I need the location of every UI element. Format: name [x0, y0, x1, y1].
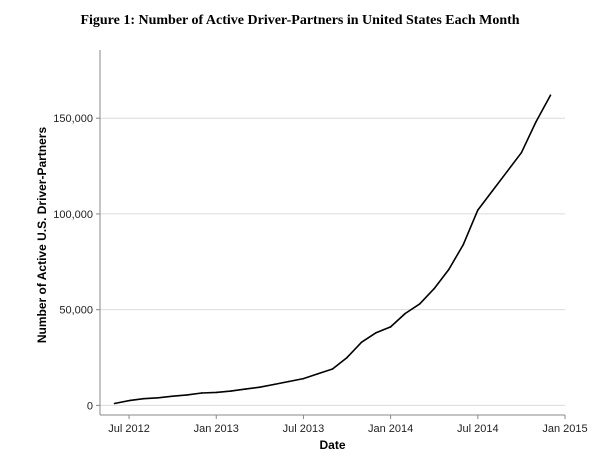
data-point	[521, 152, 523, 154]
x-tick-label: Jul 2012	[108, 423, 150, 435]
data-point	[186, 394, 188, 396]
y-tick-label: 100,000	[53, 209, 93, 221]
data-point	[332, 368, 334, 370]
data-point	[128, 400, 130, 402]
data-point	[201, 392, 203, 394]
y-tick-label: 0	[87, 400, 93, 412]
x-tick-label: Jul 2013	[283, 423, 325, 435]
data-point	[157, 397, 159, 399]
data-point	[506, 171, 508, 173]
data-points	[114, 94, 552, 404]
data-point	[361, 341, 363, 343]
data-point	[419, 303, 421, 305]
axes	[100, 50, 565, 415]
x-axis-label: Date	[319, 438, 345, 452]
data-point	[404, 313, 406, 315]
y-tick-label: 50,000	[59, 305, 93, 317]
x-tick-label: Jan 2013	[194, 423, 239, 435]
data-point	[550, 94, 552, 96]
data-point	[375, 332, 377, 334]
data-point	[317, 373, 319, 375]
data-point	[390, 326, 392, 328]
data-point	[346, 357, 348, 359]
data-point	[245, 388, 247, 390]
y-tick-label: 150,000	[53, 113, 93, 125]
line-chart: Jul 2012 Jan 2013 Jul 2013 Jan 2014 Jul 2014…	[0, 0, 600, 462]
data-point	[303, 378, 305, 380]
data-point	[448, 269, 450, 271]
y-tick-labels: 0 50,000 100,000 150,000	[53, 113, 93, 412]
data-point	[492, 190, 494, 192]
data-point	[230, 390, 232, 392]
data-point	[259, 386, 261, 388]
data-point	[462, 244, 464, 246]
data-point	[433, 288, 435, 290]
x-tick-label: Jan 2015	[542, 423, 587, 435]
data-point	[274, 384, 276, 386]
x-tick-label: Jul 2014	[457, 423, 499, 435]
x-tick-label: Jan 2014	[368, 423, 413, 435]
data-point	[288, 381, 290, 383]
data-point	[477, 209, 479, 211]
data-point	[172, 395, 174, 397]
data-point	[143, 398, 145, 400]
series-line	[115, 95, 551, 403]
y-axis-label: Number of Active U.S. Driver-Partners	[35, 127, 49, 344]
data-point	[114, 403, 116, 405]
data-point	[535, 121, 537, 123]
grid-lines	[96, 118, 565, 405]
data-point	[215, 392, 217, 394]
x-tick-labels: Jul 2012 Jan 2013 Jul 2013 Jan 2014 Jul 2014…	[108, 415, 587, 435]
